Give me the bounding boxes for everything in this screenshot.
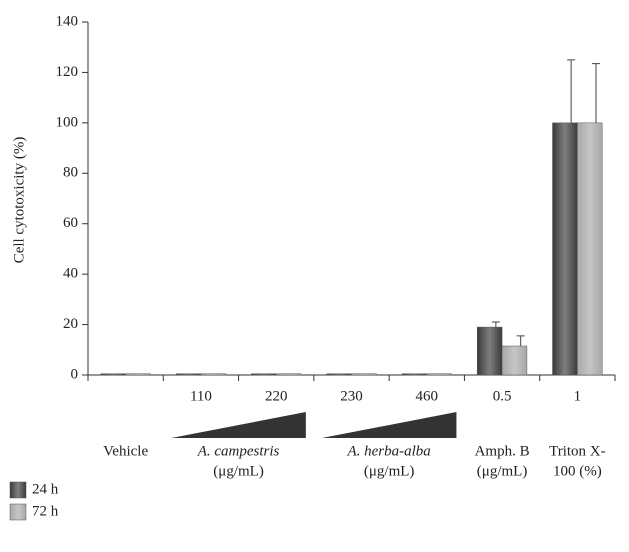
legend-label: 24 h bbox=[32, 481, 59, 497]
group-label: 100 (%) bbox=[553, 463, 602, 479]
legend-swatch bbox=[9, 481, 27, 499]
x-tick-label: 230 bbox=[340, 388, 363, 404]
group-label: Vehicle bbox=[103, 443, 148, 459]
y-tick-label: 40 bbox=[63, 266, 78, 282]
bar bbox=[476, 326, 503, 376]
group-label: (μg/mL) bbox=[213, 463, 264, 479]
bar bbox=[552, 122, 578, 376]
y-tick-label: 80 bbox=[63, 165, 78, 181]
bar bbox=[175, 373, 202, 376]
x-tick-label: 220 bbox=[265, 388, 288, 404]
y-tick-label: 0 bbox=[71, 366, 79, 382]
legend-label: 72 h bbox=[32, 503, 59, 519]
group-label: Amph. B bbox=[475, 443, 530, 459]
group-label: A. herba-alba bbox=[346, 443, 430, 459]
bar bbox=[326, 373, 352, 376]
bar bbox=[100, 373, 126, 376]
y-tick-label: 100 bbox=[56, 114, 79, 130]
y-axis-label: Cell cytotoxicity (%) bbox=[11, 137, 27, 264]
x-tick-label: 0.5 bbox=[493, 388, 512, 404]
bar bbox=[577, 122, 603, 376]
group-label: Triton X- bbox=[549, 443, 606, 459]
error-bar bbox=[516, 335, 525, 347]
wedge bbox=[321, 412, 457, 438]
y-tick-label: 120 bbox=[56, 64, 79, 80]
wedge bbox=[171, 412, 306, 438]
bar bbox=[401, 373, 428, 376]
bar bbox=[501, 345, 528, 376]
bar bbox=[351, 373, 377, 376]
y-tick-label: 20 bbox=[63, 316, 78, 332]
x-tick-label: 1 bbox=[574, 388, 582, 404]
y-tick-label: 140 bbox=[56, 13, 79, 29]
y-tick-label: 60 bbox=[63, 215, 78, 231]
bar bbox=[426, 373, 452, 376]
bar bbox=[125, 373, 151, 376]
bar bbox=[200, 373, 227, 376]
error-bar bbox=[591, 63, 600, 123]
error-bar bbox=[567, 59, 576, 123]
group-label: (μg/mL) bbox=[477, 463, 528, 479]
legend-swatch bbox=[9, 503, 27, 521]
bar bbox=[251, 373, 277, 376]
group-label: A. campestris bbox=[197, 443, 280, 459]
bar bbox=[275, 373, 302, 376]
group-label: (μg/mL) bbox=[364, 463, 415, 479]
x-tick-label: 460 bbox=[416, 388, 439, 404]
error-bar bbox=[491, 321, 500, 328]
x-tick-label: 110 bbox=[190, 388, 212, 404]
